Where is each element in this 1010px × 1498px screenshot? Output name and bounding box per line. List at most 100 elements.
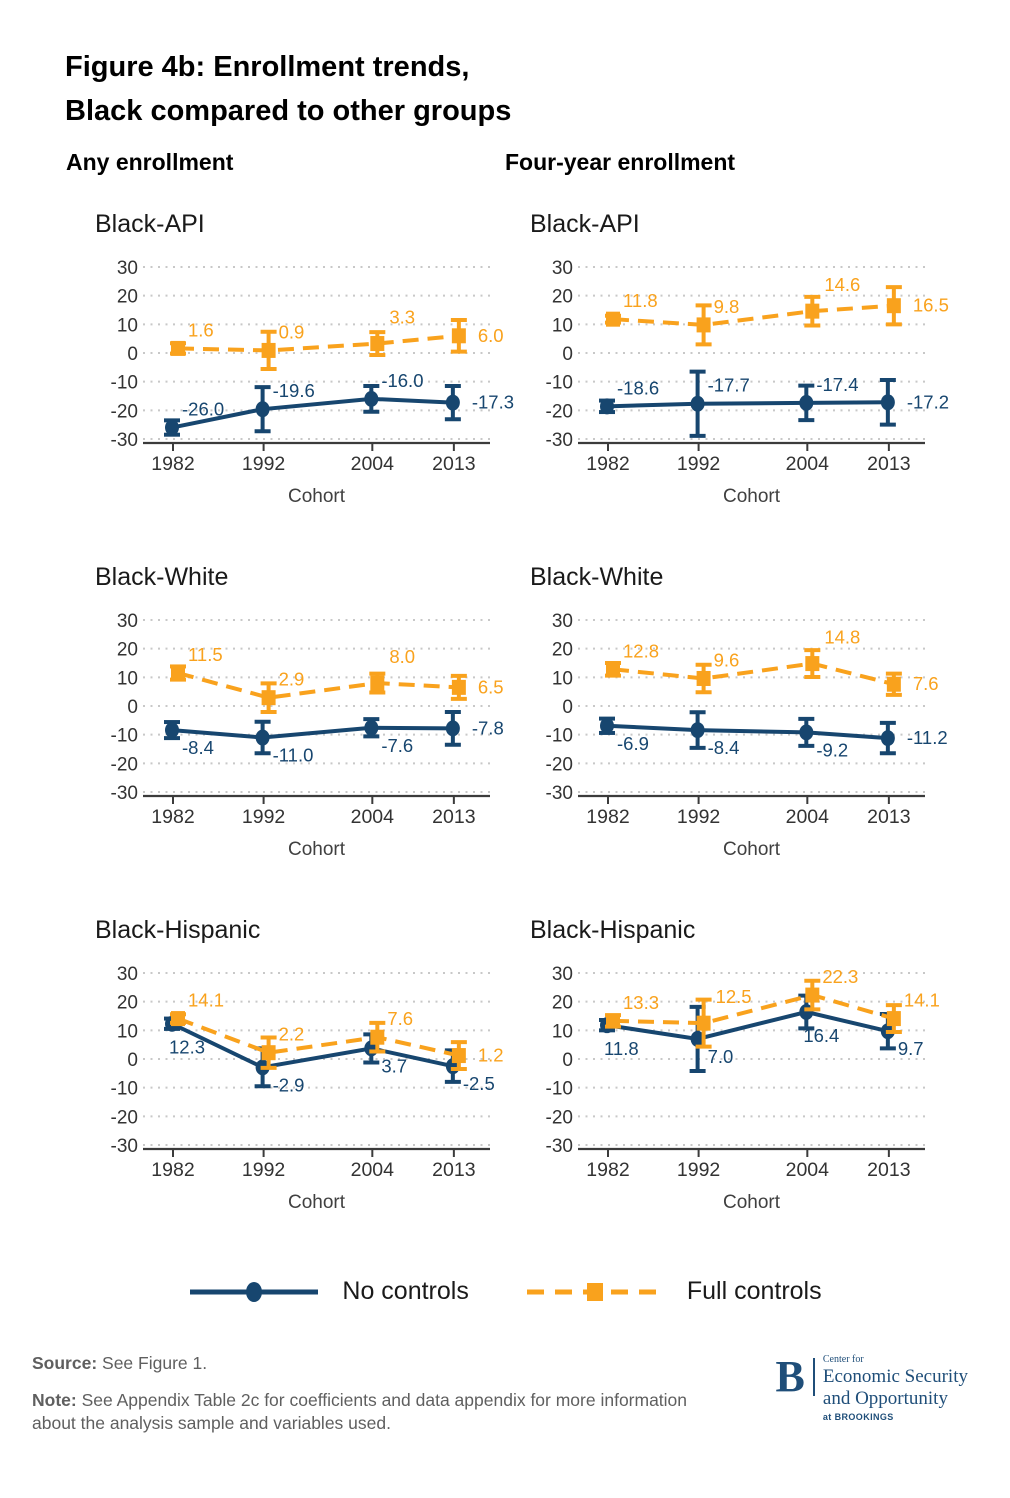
svg-text:Cohort: Cohort [723, 839, 781, 860]
figure-title-line1: Figure 4b: Enrollment trends, [65, 51, 470, 83]
svg-text:2004: 2004 [786, 453, 830, 475]
svg-text:-30: -30 [546, 783, 573, 804]
svg-text:10: 10 [117, 315, 138, 336]
svg-text:2013: 2013 [867, 453, 910, 475]
svg-text:11.8: 11.8 [623, 290, 658, 311]
svg-text:-20: -20 [111, 754, 138, 775]
logo-line2: and Opportunity [822, 1387, 948, 1409]
svg-text:-26.0: -26.0 [182, 399, 224, 420]
svg-text:30: 30 [117, 964, 138, 985]
svg-text:1992: 1992 [242, 806, 285, 828]
svg-text:-9.2: -9.2 [816, 739, 848, 760]
svg-text:6.5: 6.5 [478, 676, 504, 697]
svg-text:-20: -20 [546, 401, 573, 422]
svg-text:14.8: 14.8 [824, 627, 860, 648]
svg-text:2.2: 2.2 [279, 1024, 305, 1045]
column-header-four-year-enrollment: Four-year enrollment [505, 149, 736, 175]
svg-text:-17.4: -17.4 [816, 374, 858, 395]
svg-text:-30: -30 [111, 783, 138, 804]
note-text: See Appendix Table 2c for coefficients a… [32, 1390, 688, 1434]
svg-text:0: 0 [127, 344, 138, 365]
svg-text:2004: 2004 [351, 806, 395, 828]
svg-text:30: 30 [117, 258, 138, 279]
svg-text:30: 30 [117, 611, 138, 632]
svg-text:1992: 1992 [677, 1159, 720, 1181]
svg-text:1992: 1992 [242, 1159, 285, 1181]
svg-text:20: 20 [552, 640, 573, 661]
chart-title: Black-Hispanic [95, 916, 261, 944]
svg-text:-20: -20 [111, 1107, 138, 1128]
figure-title: Figure 4b: Enrollment trends, Black comp… [65, 46, 1010, 133]
svg-text:-10: -10 [546, 726, 573, 747]
svg-text:Cohort: Cohort [288, 486, 346, 507]
svg-text:7.6: 7.6 [913, 673, 939, 694]
svg-text:30: 30 [552, 611, 573, 632]
logo-divider [812, 1358, 815, 1396]
svg-text:-8.4: -8.4 [708, 737, 740, 758]
logo-at-brookings: at BROOKINGS [822, 1411, 894, 1422]
chart-cell-any-black-hispanic: Black-Hispanic 30 20 10 0 -10 -20 -30 1982 1992 2… [60, 916, 504, 1213]
chart-cell-any-black-white: Black-White 30 20 10 0 -10 -20 -30 1982 1992 2004… [60, 563, 504, 860]
svg-text:-11.2: -11.2 [907, 727, 948, 748]
chart-title: Black-Hispanic [530, 916, 696, 944]
svg-text:Cohort: Cohort [723, 486, 781, 507]
full-controls-line-sample [526, 1282, 663, 1301]
chart-title: Black-White [95, 563, 229, 591]
svg-text:1982: 1982 [586, 453, 629, 475]
column-header-any-enrollment: Any enrollment [66, 149, 234, 175]
svg-text:10: 10 [552, 315, 573, 336]
footer-notes: Source: See Figure 1. Note: See Appendix… [32, 1352, 704, 1449]
svg-text:2013: 2013 [867, 806, 910, 828]
chart-four-year-enrollment-black-api: 30 20 10 0 -10 -20 -30 1982 1992 2004 2013 Cohort -1… [546, 258, 950, 507]
svg-text:-10: -10 [546, 1079, 573, 1100]
svg-text:12.3: 12.3 [169, 1037, 205, 1058]
svg-text:3.3: 3.3 [389, 307, 415, 328]
svg-text:-10: -10 [111, 373, 138, 394]
svg-text:30: 30 [552, 258, 573, 279]
svg-text:Cohort: Cohort [288, 1192, 346, 1213]
chart-any-enrollment-black-white: 30 20 10 0 -10 -20 -30 1982 1992 2004 2013 Cohort -8… [111, 611, 504, 860]
svg-text:-10: -10 [111, 1079, 138, 1100]
svg-text:7.6: 7.6 [387, 1008, 413, 1029]
svg-text:1992: 1992 [677, 806, 720, 828]
svg-text:0: 0 [127, 1050, 138, 1071]
svg-text:0: 0 [562, 344, 573, 365]
svg-text:-7.8: -7.8 [472, 717, 504, 738]
svg-text:1982: 1982 [586, 1159, 629, 1181]
svg-text:16.5: 16.5 [913, 295, 949, 316]
svg-text:-16.0: -16.0 [381, 370, 423, 391]
charts-grid: Black-API 30 20 10 0 -10 -20 -30 1982 1992 2004 20… [60, 210, 1010, 1213]
svg-text:14.1: 14.1 [904, 990, 940, 1011]
svg-text:20: 20 [117, 287, 138, 308]
svg-text:Cohort: Cohort [723, 1192, 781, 1213]
svg-text:1982: 1982 [586, 806, 629, 828]
no-controls-line-sample [190, 1281, 319, 1302]
svg-text:-7.6: -7.6 [381, 735, 413, 756]
svg-text:1982: 1982 [151, 453, 194, 475]
svg-text:20: 20 [552, 993, 573, 1014]
legend-item-full-controls: Full controls [525, 1277, 822, 1306]
svg-text:13.3: 13.3 [623, 992, 659, 1013]
footer: Source: See Figure 1. Note: See Appendix… [0, 1352, 1010, 1449]
note-line: Note: See Appendix Table 2c for coeffici… [32, 1389, 704, 1435]
legend: No controls Full controls [0, 1277, 1010, 1306]
svg-text:-30: -30 [546, 1136, 573, 1157]
svg-text:12.8: 12.8 [623, 640, 659, 661]
svg-text:Cohort: Cohort [288, 839, 346, 860]
svg-text:-17.7: -17.7 [708, 375, 750, 396]
svg-text:-10: -10 [546, 373, 573, 394]
svg-text:2004: 2004 [351, 1159, 395, 1181]
svg-text:10: 10 [552, 668, 573, 689]
svg-text:-19.6: -19.6 [273, 380, 315, 401]
svg-text:8.0: 8.0 [389, 646, 415, 667]
figure-title-line2: Black compared to other groups [65, 94, 512, 127]
svg-text:-20: -20 [111, 401, 138, 422]
svg-text:22.3: 22.3 [822, 966, 858, 987]
svg-text:-17.2: -17.2 [907, 391, 949, 412]
svg-text:0: 0 [127, 697, 138, 718]
svg-text:0: 0 [562, 697, 573, 718]
svg-text:1.2: 1.2 [478, 1045, 504, 1066]
legend-label-no-controls: No controls [342, 1277, 469, 1305]
svg-text:2004: 2004 [351, 453, 395, 475]
svg-text:6.0: 6.0 [478, 325, 504, 346]
